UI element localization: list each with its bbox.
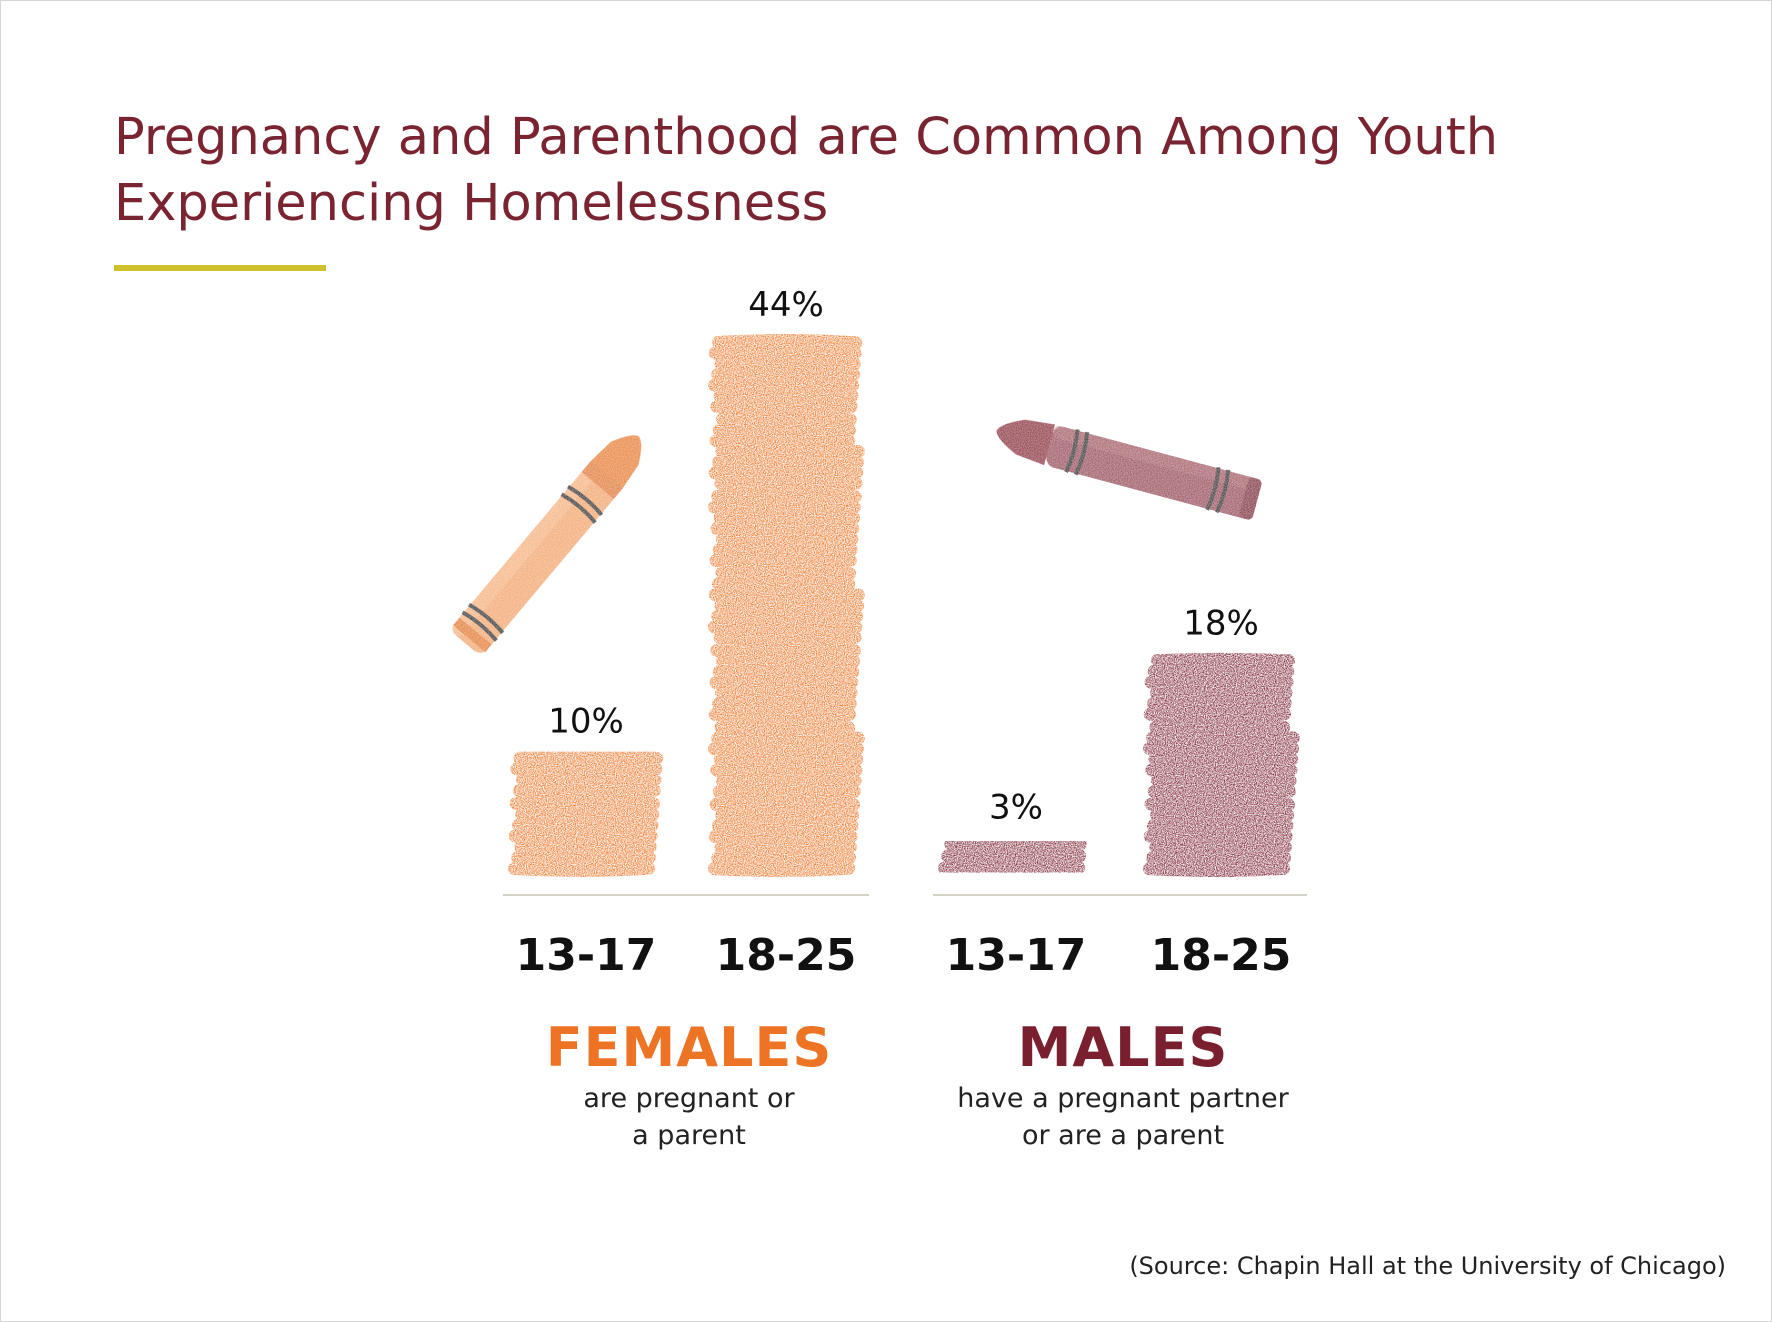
females-tick-label-18-25: 18-25 <box>716 930 857 981</box>
page-title: Pregnancy and Parenthood are Common Amon… <box>114 108 1499 233</box>
orange-crayon-icon <box>452 435 642 653</box>
source-note: (Source: Chapin Hall at the University o… <box>1129 1252 1726 1280</box>
males-bar-18-25 <box>1143 652 1300 877</box>
males-value-label-18-25: 18% <box>1183 604 1259 644</box>
females-bar-18-25 <box>708 334 865 877</box>
females-description-line-1: are pregnant or <box>583 1083 795 1114</box>
males-tick-label-18-25: 18-25 <box>1151 930 1292 981</box>
females-value-label-13-17: 10% <box>548 702 624 742</box>
males-description-line-1: have a pregnant partner <box>957 1083 1289 1114</box>
females-legend: FEMALES are pregnant or a parent <box>479 1017 899 1153</box>
males-bar-13-17 <box>938 837 1087 877</box>
males-description-line-2: or are a parent <box>1021 1120 1225 1151</box>
maroon-crayon-icon <box>996 419 1262 520</box>
females-bar-13-17 <box>508 751 664 877</box>
males-legend: MALES have a pregnant partner or are a p… <box>913 1017 1333 1153</box>
females-description-line-2: a parent <box>632 1120 746 1151</box>
title-underline <box>114 265 326 271</box>
males-tick-label-13-17: 13-17 <box>946 930 1087 981</box>
females-tick-label-13-17: 13-17 <box>516 930 657 981</box>
females-label: FEMALES <box>545 1016 833 1079</box>
females-value-label-18-25: 44% <box>748 285 824 325</box>
males-value-label-13-17: 3% <box>989 787 1043 827</box>
males-label: MALES <box>1017 1016 1229 1079</box>
